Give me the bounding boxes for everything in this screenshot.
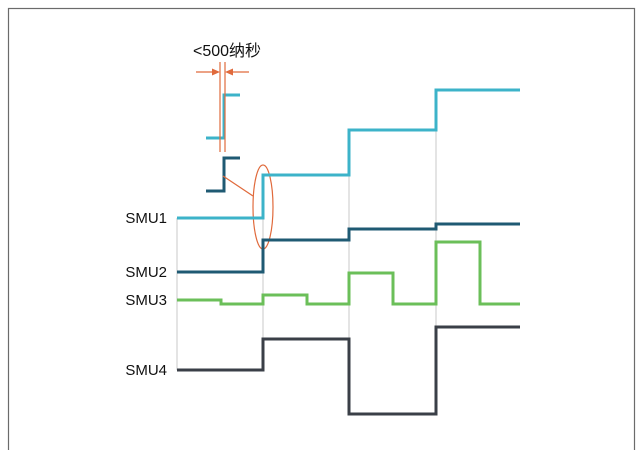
skew-inset: [206, 93, 240, 193]
smu3-label: SMU3: [125, 292, 167, 309]
annotation-arrowhead-right: [225, 68, 233, 76]
edge-highlight-leader: [222, 175, 254, 197]
timing-label: <500纳秒: [193, 42, 261, 60]
smu4-label: SMU4: [125, 362, 167, 379]
smu4-trace: [177, 325, 520, 416]
smu3-trace: [177, 240, 520, 306]
signal-traces: [177, 88, 520, 416]
inset-smu2-edge: [206, 156, 240, 193]
annotation-arrowhead-left: [212, 68, 220, 76]
diagram-frame: [7, 7, 636, 450]
smu1-trace: [177, 88, 520, 220]
smu1-label: SMU1: [125, 210, 167, 227]
timing-annotation: [196, 62, 274, 250]
smu2-label: SMU2: [125, 264, 167, 281]
inset-smu1-edge: [206, 93, 240, 140]
smu2-trace: [177, 222, 520, 274]
